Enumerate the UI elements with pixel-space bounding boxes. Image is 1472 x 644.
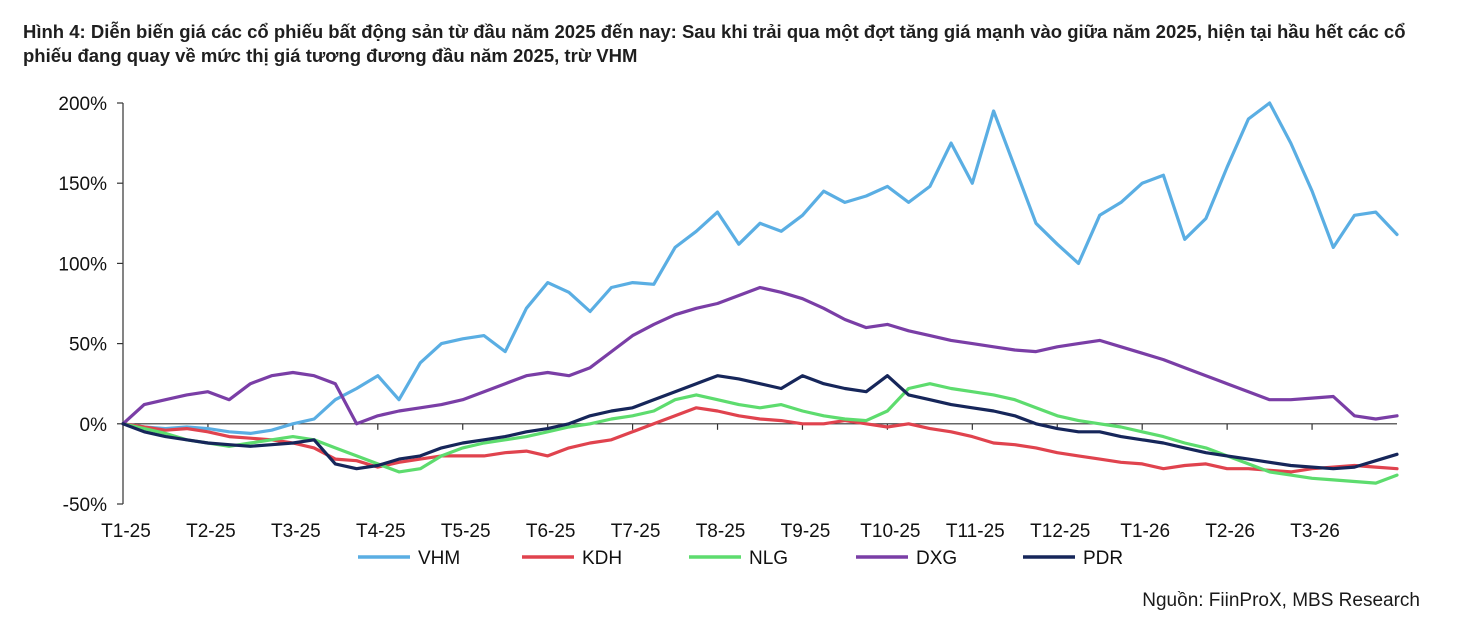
x-tick-label: T7-25 bbox=[611, 521, 661, 542]
series-line-pdr bbox=[121, 374, 1399, 471]
x-axis: T1-25 T2-25 T3-25 T4-25 T5-25 T6-25 T7-25 T8-25… bbox=[101, 423, 1397, 542]
x-tick-label: T1-26 bbox=[1120, 521, 1170, 542]
y-tick-label: 100% bbox=[58, 254, 107, 275]
y-tick-label: 200% bbox=[58, 94, 107, 115]
x-tick-label: T1-25 bbox=[101, 521, 151, 542]
legend-label-kdh: KDH bbox=[582, 548, 622, 569]
y-axis: 200% 150% 100% 50% 0% -50% bbox=[58, 94, 124, 516]
x-tick-label: T3-26 bbox=[1290, 521, 1340, 542]
legend-label-dxg: DXG bbox=[916, 548, 957, 569]
legend: VHM KDH NLG DXG PDR bbox=[358, 548, 1123, 569]
x-tick-label: T12-25 bbox=[1030, 521, 1090, 542]
y-tick-label: 150% bbox=[58, 174, 107, 195]
legend-label-pdr: PDR bbox=[1083, 548, 1123, 569]
x-tick-label: T9-25 bbox=[781, 521, 831, 542]
series-lines bbox=[121, 101, 1399, 485]
x-tick-label: T2-25 bbox=[186, 521, 236, 542]
series-line-dxg bbox=[121, 285, 1399, 426]
x-tick-label: T10-25 bbox=[860, 521, 920, 542]
x-tick-label: T3-25 bbox=[271, 521, 321, 542]
series-line-vhm bbox=[121, 101, 1399, 435]
x-tick-label: T11-25 bbox=[946, 521, 1005, 542]
figure-title: Hình 4: Diễn biến giá các cổ phiếu bất đ… bbox=[23, 21, 1406, 66]
x-tick-label: T8-25 bbox=[696, 521, 746, 542]
series-line-nlg bbox=[121, 382, 1399, 485]
source-note: Nguồn: FiinProX, MBS Research bbox=[1142, 590, 1420, 611]
legend-label-nlg: NLG bbox=[749, 548, 788, 569]
y-tick-label: 0% bbox=[80, 415, 108, 436]
x-tick-label: T4-25 bbox=[356, 521, 406, 542]
x-tick-label: T2-26 bbox=[1205, 521, 1255, 542]
x-tick-label: T6-25 bbox=[526, 521, 576, 542]
y-tick-label: -50% bbox=[63, 495, 107, 516]
y-tick-label: 50% bbox=[69, 335, 107, 356]
legend-label-vhm: VHM bbox=[418, 548, 460, 569]
x-tick-label: T5-25 bbox=[441, 521, 491, 542]
series-line-kdh bbox=[121, 406, 1399, 474]
